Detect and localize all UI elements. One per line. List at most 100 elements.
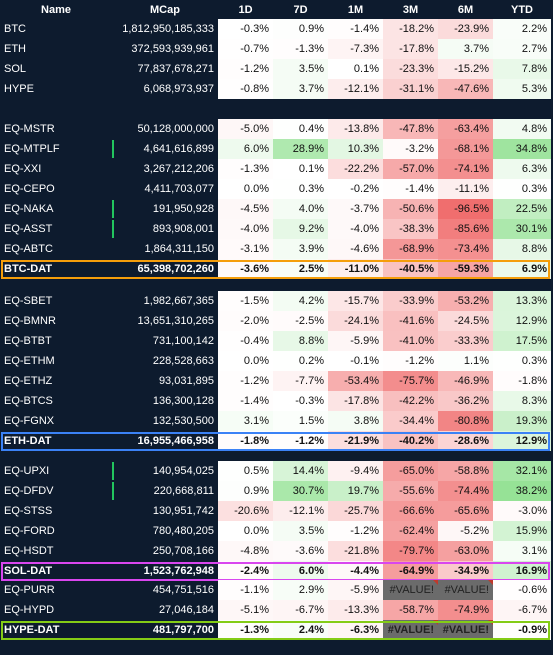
pct-1m-cell[interactable]: -4.6%	[328, 239, 383, 259]
total-row[interactable]: SOL-DAT 1,523,762,948 -2.4% 6.0% -4.4% -64.9%…	[0, 561, 553, 581]
pct-7d-cell[interactable]: 2.9%	[273, 580, 328, 600]
pct-6m-cell[interactable]: -74.4%	[438, 481, 493, 501]
name-cell[interactable]: EQ-STSS	[4, 505, 53, 517]
table-row[interactable]: EQ-FORD 780,480,205 0.0% 3.5% -1.2% -62.4% -5.…	[0, 521, 553, 541]
pct-ytd-cell[interactable]: 30.1%	[493, 219, 551, 239]
pct-3m-cell[interactable]: -79.7%	[383, 541, 438, 561]
pct-3m-cell[interactable]: -1.4%	[383, 179, 438, 199]
pct-1m-cell[interactable]: -5.9%	[328, 580, 383, 600]
pct-1d-cell[interactable]: -1.2%	[218, 371, 273, 391]
pct-1d-cell[interactable]: -2.4%	[218, 561, 273, 581]
table-row[interactable]: EQ-SBET 1,982,667,365 -1.5% 4.2% -15.7% -33.9…	[0, 291, 553, 311]
header-cell[interactable]: 7D	[293, 4, 308, 16]
mcap-cell[interactable]: 228,528,663	[152, 355, 214, 367]
pct-1d-cell[interactable]: -4.8%	[218, 541, 273, 561]
pct-1m-cell[interactable]: -1.4%	[328, 19, 383, 39]
name-cell[interactable]: EQ-SBET	[4, 295, 53, 307]
pct-3m-cell[interactable]: -23.3%	[383, 59, 438, 79]
name-cell[interactable]: EQ-ABTC	[4, 243, 53, 255]
pct-1d-cell[interactable]: -2.0%	[218, 311, 273, 331]
pct-6m-cell[interactable]: -74.9%	[438, 600, 493, 620]
pct-7d-cell[interactable]: -12.1%	[273, 501, 328, 521]
mcap-cell[interactable]: 1,812,950,185,333	[122, 23, 214, 35]
pct-3m-cell[interactable]: -41.0%	[383, 331, 438, 351]
mcap-cell[interactable]: 50,128,000,000	[137, 123, 214, 135]
name-cell[interactable]: EQ-FORD	[4, 525, 55, 537]
pct-ytd-cell[interactable]: -0.9%	[493, 620, 551, 640]
pct-7d-cell[interactable]: 3.5%	[273, 521, 328, 541]
pct-6m-cell[interactable]: -68.1%	[438, 139, 493, 159]
pct-7d-cell[interactable]: -1.3%	[273, 39, 328, 59]
pct-6m-cell[interactable]: -65.6%	[438, 501, 493, 521]
pct-7d-cell[interactable]: -6.7%	[273, 600, 328, 620]
name-cell[interactable]: EQ-FGNX	[4, 415, 55, 427]
pct-1d-cell[interactable]: -1.4%	[218, 391, 273, 411]
pct-1d-cell[interactable]: 0.0%	[218, 351, 273, 371]
pct-1m-cell[interactable]: -9.4%	[328, 461, 383, 481]
pct-1m-cell[interactable]: -15.7%	[328, 291, 383, 311]
pct-1m-cell[interactable]: -53.4%	[328, 371, 383, 391]
pct-7d-cell[interactable]: 14.4%	[273, 461, 328, 481]
name-cell[interactable]: EQ-ETHZ	[4, 375, 53, 387]
pct-1d-cell[interactable]: -0.7%	[218, 39, 273, 59]
pct-6m-cell[interactable]: -53.2%	[438, 291, 493, 311]
pct-6m-cell[interactable]: #VALUE!	[438, 580, 493, 600]
name-cell[interactable]: EQ-NAKA	[4, 203, 54, 215]
pct-ytd-cell[interactable]: 12.9%	[493, 311, 551, 331]
pct-3m-cell[interactable]: -42.2%	[383, 391, 438, 411]
pct-3m-cell[interactable]: -55.6%	[383, 481, 438, 501]
pct-3m-cell[interactable]: -41.6%	[383, 311, 438, 331]
pct-7d-cell[interactable]: 0.9%	[273, 19, 328, 39]
pct-7d-cell[interactable]: 0.4%	[273, 119, 328, 139]
pct-7d-cell[interactable]: 2.5%	[273, 259, 328, 279]
pct-3m-cell[interactable]: -40.5%	[383, 259, 438, 279]
pct-ytd-cell[interactable]: 4.8%	[493, 119, 551, 139]
pct-1m-cell[interactable]: -3.7%	[328, 199, 383, 219]
name-cell[interactable]: EQ-HYPD	[4, 604, 55, 616]
mcap-cell[interactable]: 780,480,205	[152, 525, 214, 537]
pct-1m-cell[interactable]: -21.9%	[328, 431, 383, 451]
table-row[interactable]: EQ-MTPLF 4,641,616,899 6.0% 28.9% 10.3% -3.2%…	[0, 139, 553, 159]
pct-ytd-cell[interactable]: 34.8%	[493, 139, 551, 159]
table-row[interactable]: EQ-FGNX 132,530,500 3.1% 1.5% 3.8% -34.4% -80.…	[0, 411, 553, 431]
mcap-cell[interactable]: 13,651,310,265	[137, 315, 214, 327]
mcap-cell[interactable]: 93,031,895	[158, 375, 214, 387]
pct-1d-cell[interactable]: -1.1%	[218, 580, 273, 600]
mcap-cell[interactable]: 6,068,973,937	[143, 83, 214, 95]
name-cell[interactable]: EQ-BMNR	[4, 315, 56, 327]
name-cell[interactable]: EQ-ETHM	[4, 355, 55, 367]
pct-1d-cell[interactable]: -1.8%	[218, 431, 273, 451]
table-row[interactable]: EQ-BTCS 136,300,128 -1.4% -0.3% -17.8% -42.2%…	[0, 391, 553, 411]
pct-6m-cell[interactable]: #VALUE!	[438, 620, 493, 640]
pct-3m-cell[interactable]: -40.2%	[383, 431, 438, 451]
pct-ytd-cell[interactable]: -3.0%	[493, 501, 551, 521]
pct-6m-cell[interactable]: -46.9%	[438, 371, 493, 391]
pct-ytd-cell[interactable]: 19.3%	[493, 411, 551, 431]
pct-ytd-cell[interactable]: 5.3%	[493, 79, 551, 99]
name-cell[interactable]: HYPE	[4, 83, 34, 95]
pct-7d-cell[interactable]: 9.2%	[273, 219, 328, 239]
name-cell[interactable]: EQ-BTBT	[4, 335, 52, 347]
pct-6m-cell[interactable]: -73.4%	[438, 239, 493, 259]
mcap-cell[interactable]: 27,046,184	[158, 604, 214, 616]
pct-7d-cell[interactable]: 0.2%	[273, 351, 328, 371]
pct-1m-cell[interactable]: -4.4%	[328, 561, 383, 581]
name-cell[interactable]: BTC	[4, 23, 26, 35]
table-row[interactable]: EQ-BTBT 731,100,142 -0.4% 8.8% -5.9% -41.0% -3…	[0, 331, 553, 351]
table-row[interactable]: EQ-UPXI 140,954,025 0.5% 14.4% -9.4% -65.0% -5…	[0, 461, 553, 481]
pct-6m-cell[interactable]: -33.3%	[438, 331, 493, 351]
pct-1m-cell[interactable]: -0.2%	[328, 179, 383, 199]
pct-7d-cell[interactable]: 2.4%	[273, 620, 328, 640]
pct-3m-cell[interactable]: #VALUE!	[383, 580, 438, 600]
pct-ytd-cell[interactable]: 2.2%	[493, 19, 551, 39]
pct-6m-cell[interactable]: -59.3%	[438, 259, 493, 279]
pct-1m-cell[interactable]: -5.9%	[328, 331, 383, 351]
pct-1m-cell[interactable]: -13.8%	[328, 119, 383, 139]
pct-6m-cell[interactable]: -47.6%	[438, 79, 493, 99]
pct-7d-cell[interactable]: 4.2%	[273, 291, 328, 311]
pct-3m-cell[interactable]: -50.6%	[383, 199, 438, 219]
pct-1d-cell[interactable]: -1.3%	[218, 159, 273, 179]
total-row[interactable]: ETH-DAT 16,955,466,958 -1.8% -1.2% -21.9% -40…	[0, 431, 553, 451]
pct-1d-cell[interactable]: -5.0%	[218, 119, 273, 139]
mcap-cell[interactable]: 1,982,667,365	[143, 295, 214, 307]
